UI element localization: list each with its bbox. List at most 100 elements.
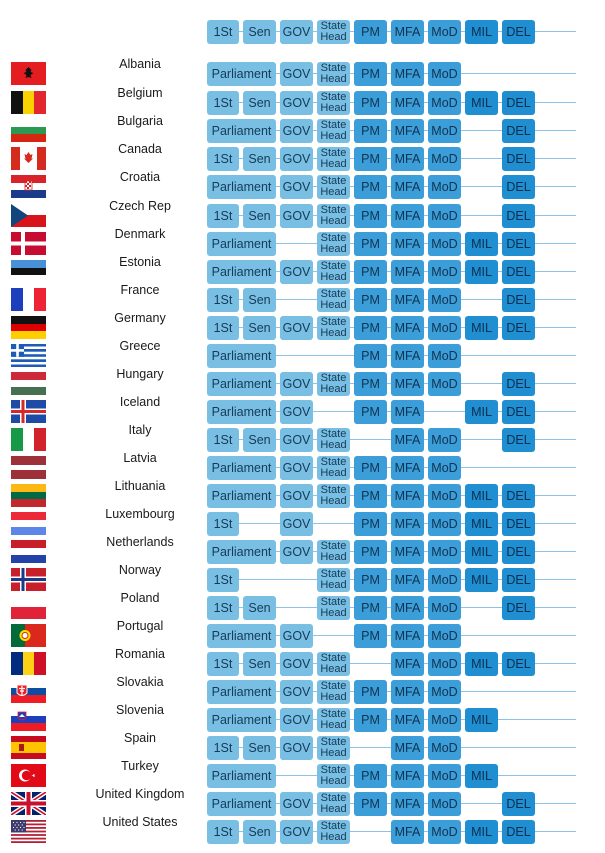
role-cell-mod: MoD <box>428 175 461 199</box>
france-flag-icon <box>11 288 46 311</box>
role-cell-del: DEL <box>502 512 535 536</box>
role-cell-mil: MIL <box>465 708 498 732</box>
role-cell-state-head: State Head <box>317 428 350 452</box>
role-cell-1st: 1St <box>207 568 239 592</box>
role-cell-del: DEL <box>502 288 535 312</box>
role-cell-mod: MoD <box>428 680 461 704</box>
country-name: Lithuania <box>114 479 166 493</box>
role-cell-sen: Sen <box>243 147 276 171</box>
role-cell-mod: MoD <box>428 119 461 143</box>
role-cell-1st: 1St <box>207 20 239 44</box>
role-cell-mil: MIL <box>465 316 498 340</box>
role-cell-del: DEL <box>502 20 535 44</box>
role-cell-1st: 1St <box>207 652 239 676</box>
role-cell-mod: MoD <box>428 568 461 592</box>
role-cell-mil: MIL <box>465 20 498 44</box>
role-cell-sen: Sen <box>243 596 276 620</box>
role-cell-state-head: State Head <box>317 175 350 199</box>
role-cell-sen: Sen <box>243 288 276 312</box>
czech-flag-icon <box>11 204 46 227</box>
role-cell-gov: GOV <box>280 736 313 760</box>
role-cell-mfa: MFA <box>391 91 424 115</box>
role-cell-mod: MoD <box>428 316 461 340</box>
italy-flag-icon <box>11 428 46 451</box>
role-cell-1st: 1St <box>207 204 239 228</box>
country-row: Croatia Parliament GOV State Head PM MFA MoD DEL <box>0 170 605 200</box>
role-cell-del: DEL <box>502 316 535 340</box>
role-cell-gov: GOV <box>280 792 313 816</box>
role-cell-del: DEL <box>502 400 535 424</box>
role-cell-gov: GOV <box>280 175 313 199</box>
role-cell-del: DEL <box>502 484 535 508</box>
role-cell-1st: 1St <box>207 316 239 340</box>
role-cell-mil: MIL <box>465 764 498 788</box>
country-name: Poland <box>120 591 160 605</box>
role-cell-parliament: Parliament <box>207 792 276 816</box>
slovenia-flag-icon <box>11 708 46 731</box>
country-row: Canada 1St Sen GOV State Head PM MFA MoD DEL <box>0 142 605 172</box>
role-cell-parliament: Parliament <box>207 372 276 396</box>
albania-flag-icon <box>11 62 46 85</box>
country-row: Spain 1St Sen GOV State Head MFA MoD <box>0 731 605 761</box>
role-cell-mfa: MFA <box>391 344 424 368</box>
role-cell-parliament: Parliament <box>207 232 276 256</box>
country-name: Romania <box>114 647 166 661</box>
role-cell-state-head: State Head <box>317 62 350 86</box>
role-cell-mod: MoD <box>428 204 461 228</box>
role-cell-mil: MIL <box>465 568 498 592</box>
role-cell-mod: MoD <box>428 820 461 844</box>
iceland-flag-icon <box>11 400 46 423</box>
role-cell-state-head: State Head <box>317 119 350 143</box>
role-cell-mfa: MFA <box>391 512 424 536</box>
role-cell-mil: MIL <box>465 484 498 508</box>
role-cell-del: DEL <box>502 372 535 396</box>
role-cell-gov: GOV <box>280 540 313 564</box>
country-row: Italy 1St Sen GOV State Head MFA MoD DEL <box>0 423 605 453</box>
role-cell-pm: PM <box>354 175 387 199</box>
role-cell-del: DEL <box>502 260 535 284</box>
denmark-flag-icon <box>11 232 46 255</box>
country-row: Poland 1St Sen State Head PM MFA MoD DEL <box>0 591 605 621</box>
role-cell-pm: PM <box>354 456 387 480</box>
role-cell-del: DEL <box>502 792 535 816</box>
role-cell-parliament: Parliament <box>207 260 276 284</box>
role-cell-pm: PM <box>354 764 387 788</box>
role-cell-sen: Sen <box>243 20 276 44</box>
role-cell-del: DEL <box>502 204 535 228</box>
role-cell-state-head: State Head <box>317 288 350 312</box>
country-name: Estonia <box>119 255 161 269</box>
role-cell-pm: PM <box>354 596 387 620</box>
role-cell-mfa: MFA <box>391 540 424 564</box>
role-cell-mfa: MFA <box>391 736 424 760</box>
role-cell-mod: MoD <box>428 20 461 44</box>
country-row: Bulgaria Parliament GOV State Head PM MFA MoD DE… <box>0 114 605 144</box>
country-row: Estonia Parliament GOV State Head PM MFA MoD MIL… <box>0 255 605 285</box>
country-row: United States 1St Sen GOV State Head MFA MoD MIL… <box>0 815 605 845</box>
role-cell-mfa: MFA <box>391 568 424 592</box>
country-row: Slovenia Parliament GOV State Head PM MFA MoD MI… <box>0 703 605 733</box>
role-cell-gov: GOV <box>280 316 313 340</box>
role-cell-1st: 1St <box>207 596 239 620</box>
country-name: Croatia <box>119 170 161 184</box>
role-cell-pm: PM <box>354 344 387 368</box>
country-name: Luxembourg <box>105 507 175 521</box>
bulgaria-flag-icon <box>11 119 46 142</box>
country-row: Portugal Parliament GOV PM MFA MoD <box>0 619 605 649</box>
role-cell-mfa: MFA <box>391 428 424 452</box>
country-name: Hungary <box>116 367 164 381</box>
country-row: Slovakia Parliament GOV State Head PM MFA MoD <box>0 675 605 705</box>
role-cell-sen: Sen <box>243 736 276 760</box>
role-cell-mfa: MFA <box>391 62 424 86</box>
role-cell-del: DEL <box>502 91 535 115</box>
role-cell-state-head: State Head <box>317 91 350 115</box>
role-cell-mfa: MFA <box>391 792 424 816</box>
country-row: Netherlands Parliament GOV State Head PM MFA Mo… <box>0 535 605 565</box>
role-cell-mfa: MFA <box>391 680 424 704</box>
role-cell-sen: Sen <box>243 204 276 228</box>
role-cell-state-head: State Head <box>317 596 350 620</box>
role-cell-state-head: State Head <box>317 456 350 480</box>
role-cell-state-head: State Head <box>317 764 350 788</box>
role-cell-pm: PM <box>354 204 387 228</box>
role-cell-del: DEL <box>502 568 535 592</box>
role-cell-state-head: State Head <box>317 232 350 256</box>
